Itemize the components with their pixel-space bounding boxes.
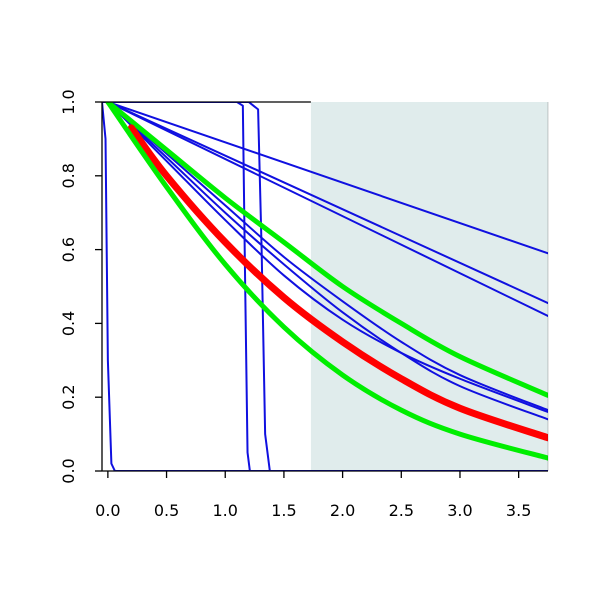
x-tick-label: 3.0 (447, 501, 472, 520)
series-line-blue-6 (102, 102, 548, 471)
plot-area (102, 102, 548, 471)
axes: 0.0 0.5 1.0 1.5 2.0 2.5 3.0 3.5 0.0 0.2 0.4 0.6 0.8 1… (59, 89, 549, 520)
series-line-blue-2 (106, 102, 548, 318)
shaded-region (310, 102, 548, 471)
y-tick-label: 0.6 (59, 237, 78, 262)
x-tick-label: 1.0 (213, 501, 238, 520)
series-line-blue-0 (106, 102, 548, 255)
y-tick-label: 0.8 (59, 163, 78, 188)
series-line-green-9 (105, 102, 548, 398)
x-tick-label: 0.5 (154, 501, 179, 520)
x-tick-label: 2.0 (330, 501, 355, 520)
series-line-blue-5 (106, 102, 548, 413)
y-tick-label: 0.0 (59, 458, 78, 483)
x-tick-label: 2.5 (389, 501, 414, 520)
series-line-blue-1 (106, 102, 548, 305)
x-tick-label: 0.0 (95, 501, 120, 520)
series-line-red-10 (127, 124, 548, 442)
series-line-green-11 (105, 102, 548, 461)
series-line-blue-8 (102, 102, 548, 471)
series-line-blue-4 (106, 102, 548, 421)
x-tick-label: 1.5 (271, 501, 296, 520)
y-tick-label: 0.4 (59, 311, 78, 336)
series-line-blue-3 (106, 102, 548, 412)
y-tick-label: 0.2 (59, 384, 78, 409)
x-tick-label: 3.5 (506, 501, 531, 520)
y-tick-label: 1.0 (59, 89, 78, 114)
